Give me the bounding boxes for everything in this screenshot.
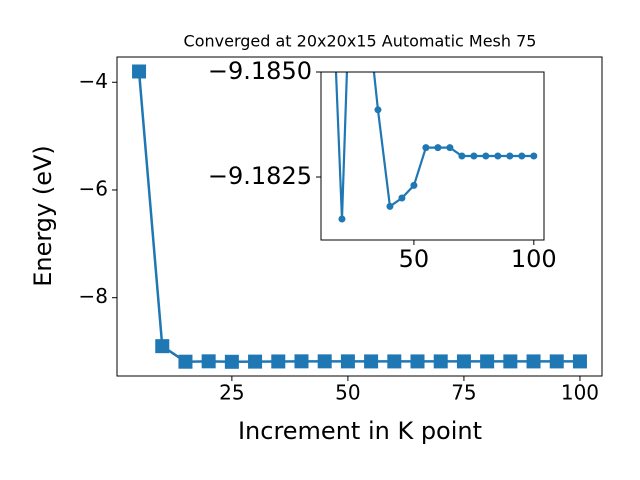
marker xyxy=(224,354,239,369)
marker xyxy=(294,354,309,369)
marker xyxy=(458,152,466,160)
y-tick-label: −6 xyxy=(79,176,108,200)
y-tick-label: −4 xyxy=(79,69,108,93)
x-tick-label: 100 xyxy=(561,381,599,405)
marker xyxy=(480,354,495,369)
marker xyxy=(248,354,263,369)
x-tick-label: 25 xyxy=(219,381,244,405)
marker xyxy=(386,202,394,210)
marker xyxy=(530,152,538,160)
marker xyxy=(572,354,587,369)
marker xyxy=(374,106,382,114)
marker xyxy=(364,354,379,369)
y-tick-label: −9.1850 xyxy=(208,57,312,85)
marker xyxy=(340,354,355,369)
marker xyxy=(456,354,471,369)
marker xyxy=(155,339,170,354)
marker xyxy=(132,64,147,79)
x-tick-label: 50 xyxy=(399,245,430,273)
marker xyxy=(398,194,406,202)
marker xyxy=(317,354,332,369)
marker xyxy=(410,354,425,369)
marker xyxy=(410,181,418,189)
marker xyxy=(482,152,490,160)
marker xyxy=(201,354,216,369)
marker xyxy=(387,354,402,369)
marker xyxy=(506,152,514,160)
marker xyxy=(526,354,541,369)
x-tick-label: 50 xyxy=(335,381,360,405)
marker xyxy=(338,215,346,223)
marker xyxy=(178,354,193,369)
marker xyxy=(271,354,286,369)
marker xyxy=(494,152,502,160)
x-tick-label: 75 xyxy=(451,381,476,405)
marker xyxy=(446,144,454,152)
axes-frame xyxy=(116,56,603,377)
chart-title: Converged at 20x20x15 Automatic Mesh 75 xyxy=(184,32,537,51)
marker xyxy=(422,144,430,152)
marker xyxy=(549,354,564,369)
plot-area xyxy=(334,72,538,223)
axes-frame xyxy=(320,71,545,241)
x-tick-label: 100 xyxy=(511,245,557,273)
y-axis-label: Energy (eV) xyxy=(29,145,57,287)
y-tick-label: −9.1825 xyxy=(208,162,312,190)
marker xyxy=(434,144,442,152)
marker xyxy=(470,152,478,160)
y-tick-label: −8 xyxy=(79,284,108,308)
marker xyxy=(518,152,526,160)
marker xyxy=(433,354,448,369)
axes: 50 100 −9.1825 −9.1850 xyxy=(208,57,557,273)
plot-area xyxy=(132,64,587,369)
marker xyxy=(503,354,518,369)
x-axis-label: Increment in K point xyxy=(238,417,482,445)
